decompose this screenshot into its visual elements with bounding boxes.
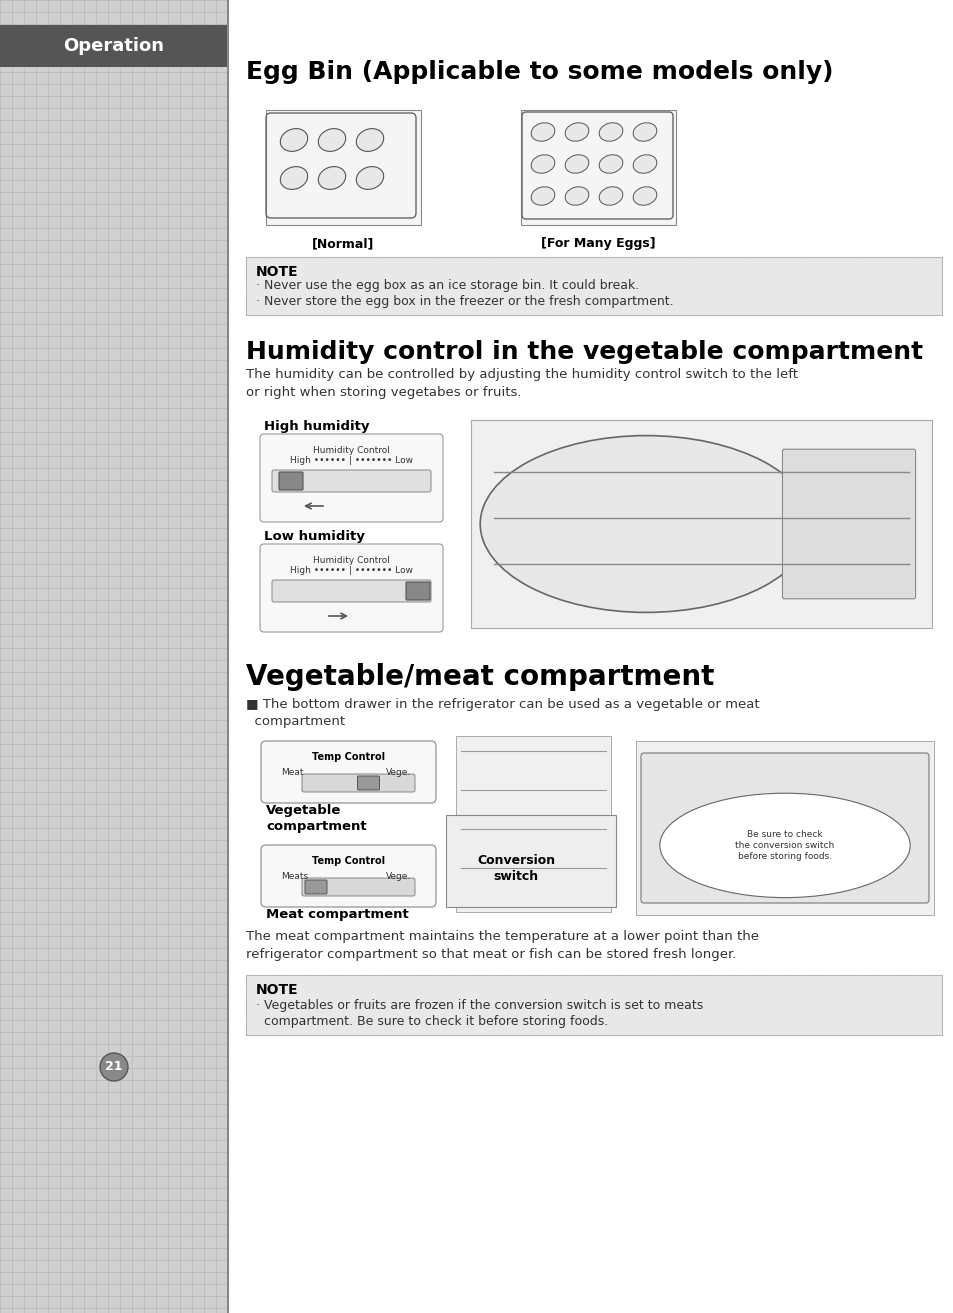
FancyBboxPatch shape	[305, 880, 327, 894]
Ellipse shape	[531, 186, 555, 205]
FancyBboxPatch shape	[406, 582, 430, 600]
Text: [Normal]: [Normal]	[312, 238, 375, 249]
Bar	[446, 815, 616, 907]
Ellipse shape	[598, 123, 622, 142]
Ellipse shape	[280, 167, 308, 189]
Ellipse shape	[479, 436, 811, 612]
Ellipse shape	[633, 155, 656, 173]
Circle shape	[100, 1053, 128, 1081]
FancyBboxPatch shape	[302, 773, 415, 792]
Text: [For Many Eggs]: [For Many Eggs]	[540, 238, 655, 249]
Bar	[0, 0, 228, 1313]
Text: Humidity Control: Humidity Control	[313, 555, 390, 565]
Ellipse shape	[633, 186, 656, 205]
FancyBboxPatch shape	[781, 449, 915, 599]
Bar	[636, 741, 933, 915]
Text: Meats: Meats	[281, 872, 308, 881]
Ellipse shape	[598, 186, 622, 205]
Text: High •••••• | ••••••• Low: High •••••• | ••••••• Low	[290, 566, 413, 575]
FancyBboxPatch shape	[272, 580, 431, 601]
Text: Conversion
switch: Conversion switch	[476, 853, 555, 882]
Ellipse shape	[355, 129, 383, 151]
Text: 21: 21	[105, 1061, 123, 1074]
Text: ■ The bottom drawer in the refrigerator can be used as a vegetable or meat
  com: ■ The bottom drawer in the refrigerator …	[246, 699, 759, 727]
Ellipse shape	[564, 123, 588, 142]
Text: The humidity can be controlled by adjusting the humidity control switch to the l: The humidity can be controlled by adjust…	[246, 368, 797, 399]
FancyBboxPatch shape	[261, 846, 436, 907]
Bar	[246, 257, 941, 315]
Text: Vegetable/meat compartment: Vegetable/meat compartment	[246, 663, 714, 691]
Text: Temp Control: Temp Control	[312, 752, 385, 762]
Ellipse shape	[355, 167, 383, 189]
Ellipse shape	[531, 155, 555, 173]
Text: Temp Control: Temp Control	[312, 856, 385, 867]
Text: · Never store the egg box in the freezer or the fresh compartment.: · Never store the egg box in the freezer…	[255, 295, 673, 309]
Bar	[246, 976, 941, 1035]
Ellipse shape	[318, 167, 345, 189]
Bar	[246, 257, 941, 315]
Text: The meat compartment maintains the temperature at a lower point than the
refrige: The meat compartment maintains the tempe…	[246, 930, 759, 961]
Ellipse shape	[318, 129, 345, 151]
Ellipse shape	[659, 793, 909, 898]
Bar	[456, 737, 610, 913]
Text: Egg Bin (Applicable to some models only): Egg Bin (Applicable to some models only)	[246, 60, 833, 84]
Ellipse shape	[633, 123, 656, 142]
Text: · Vegetables or fruits are frozen if the conversion switch is set to meats: · Vegetables or fruits are frozen if the…	[255, 999, 702, 1012]
FancyBboxPatch shape	[278, 471, 303, 490]
Text: compartment. Be sure to check it before storing foods.: compartment. Be sure to check it before …	[255, 1015, 608, 1028]
Text: NOTE: NOTE	[255, 265, 298, 278]
Bar	[471, 420, 931, 628]
FancyBboxPatch shape	[272, 470, 431, 492]
Ellipse shape	[531, 123, 555, 142]
Text: High •••••• | ••••••• Low: High •••••• | ••••••• Low	[290, 456, 413, 465]
Ellipse shape	[280, 129, 308, 151]
FancyBboxPatch shape	[640, 752, 928, 903]
Text: Humidity Control: Humidity Control	[313, 446, 390, 456]
FancyBboxPatch shape	[302, 878, 415, 895]
FancyBboxPatch shape	[261, 741, 436, 804]
Text: Be sure to check
the conversion switch
before storing foods.: Be sure to check the conversion switch b…	[735, 830, 834, 861]
Text: · Never use the egg box as an ice storage bin. It could break.: · Never use the egg box as an ice storag…	[255, 278, 639, 291]
Text: Humidity control in the vegetable compartment: Humidity control in the vegetable compar…	[246, 340, 923, 364]
Bar	[520, 110, 676, 225]
Text: Low humidity: Low humidity	[264, 530, 364, 544]
Text: Meat compartment: Meat compartment	[266, 909, 408, 920]
Text: Meat: Meat	[281, 768, 303, 777]
Text: Vegetable
compartment: Vegetable compartment	[266, 804, 366, 832]
FancyBboxPatch shape	[260, 544, 442, 632]
Bar	[0, 25, 228, 67]
Ellipse shape	[564, 186, 588, 205]
Text: High humidity: High humidity	[264, 420, 369, 433]
Bar	[266, 110, 420, 225]
Text: Vege.: Vege.	[385, 768, 411, 777]
Text: Vege.: Vege.	[385, 872, 411, 881]
Bar	[246, 976, 941, 1035]
Text: Operation: Operation	[64, 37, 164, 55]
FancyBboxPatch shape	[357, 776, 379, 790]
Ellipse shape	[598, 155, 622, 173]
Text: NOTE: NOTE	[255, 983, 298, 997]
Ellipse shape	[564, 155, 588, 173]
FancyBboxPatch shape	[260, 435, 442, 523]
